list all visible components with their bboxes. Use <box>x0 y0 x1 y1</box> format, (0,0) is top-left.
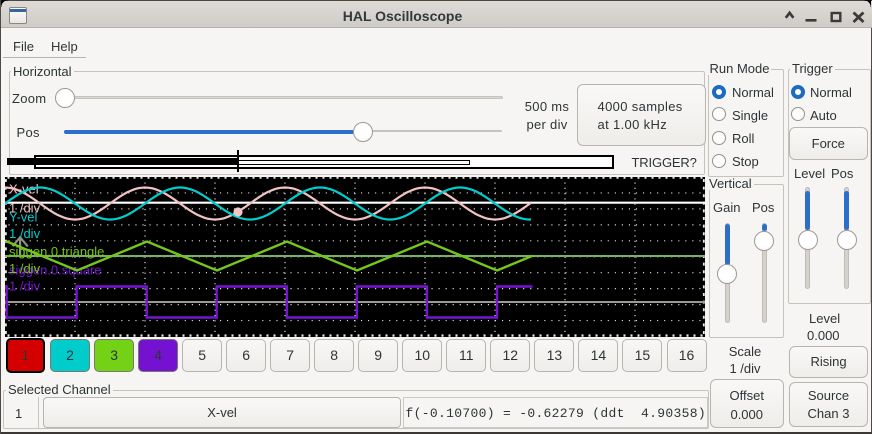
svg-text:siggen.0.square: siggen.0.square <box>9 262 102 277</box>
svg-text:siggen.0.triangle: siggen.0.triangle <box>9 244 104 259</box>
svg-text:1 /div: 1 /div <box>9 278 41 293</box>
svg-text:Y-vel: Y-vel <box>9 209 38 224</box>
svg-text:1 /div: 1 /div <box>9 226 41 241</box>
svg-text:1 /div: 1 /div <box>9 200 41 215</box>
svg-text:X-vel: X-vel <box>9 181 39 196</box>
svg-text:1 /div: 1 /div <box>9 260 41 275</box>
